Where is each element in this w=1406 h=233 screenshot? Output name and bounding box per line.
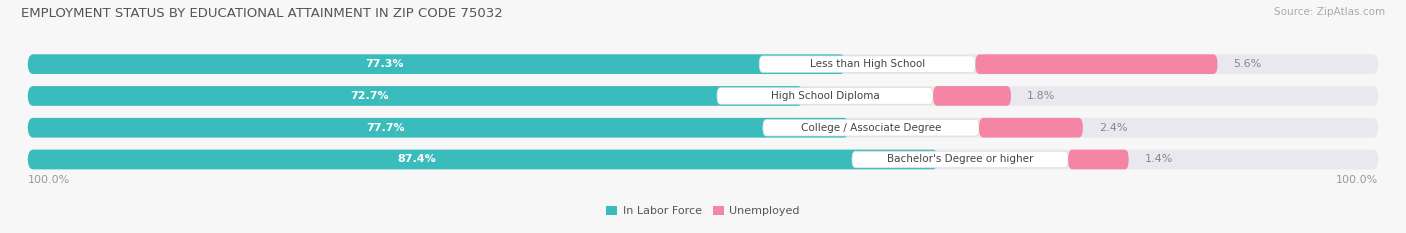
FancyBboxPatch shape (979, 118, 1083, 137)
FancyBboxPatch shape (1069, 150, 1129, 169)
Text: EMPLOYMENT STATUS BY EDUCATIONAL ATTAINMENT IN ZIP CODE 75032: EMPLOYMENT STATUS BY EDUCATIONAL ATTAINM… (21, 7, 503, 20)
Text: 2.4%: 2.4% (1099, 123, 1128, 133)
Text: 77.3%: 77.3% (366, 59, 404, 69)
FancyBboxPatch shape (28, 54, 845, 74)
Text: 77.7%: 77.7% (366, 123, 405, 133)
Text: High School Diploma: High School Diploma (770, 91, 879, 101)
Text: Bachelor's Degree or higher: Bachelor's Degree or higher (887, 154, 1033, 164)
Text: Source: ZipAtlas.com: Source: ZipAtlas.com (1274, 7, 1385, 17)
FancyBboxPatch shape (28, 54, 1378, 74)
FancyBboxPatch shape (28, 118, 849, 137)
FancyBboxPatch shape (763, 120, 979, 136)
Text: 87.4%: 87.4% (398, 154, 436, 164)
Text: 72.7%: 72.7% (350, 91, 388, 101)
FancyBboxPatch shape (852, 151, 1069, 168)
Text: 100.0%: 100.0% (28, 175, 70, 185)
Text: 1.8%: 1.8% (1028, 91, 1056, 101)
FancyBboxPatch shape (28, 86, 1378, 106)
FancyBboxPatch shape (28, 118, 1378, 137)
FancyBboxPatch shape (28, 86, 803, 106)
Text: Less than High School: Less than High School (810, 59, 925, 69)
Text: 100.0%: 100.0% (1336, 175, 1378, 185)
Text: 1.4%: 1.4% (1144, 154, 1173, 164)
FancyBboxPatch shape (28, 150, 938, 169)
Text: 5.6%: 5.6% (1233, 59, 1263, 69)
FancyBboxPatch shape (717, 88, 934, 104)
Legend: In Labor Force, Unemployed: In Labor Force, Unemployed (602, 202, 804, 221)
FancyBboxPatch shape (976, 54, 1218, 74)
Text: College / Associate Degree: College / Associate Degree (801, 123, 941, 133)
FancyBboxPatch shape (28, 150, 1378, 169)
FancyBboxPatch shape (759, 56, 976, 72)
FancyBboxPatch shape (934, 86, 1011, 106)
